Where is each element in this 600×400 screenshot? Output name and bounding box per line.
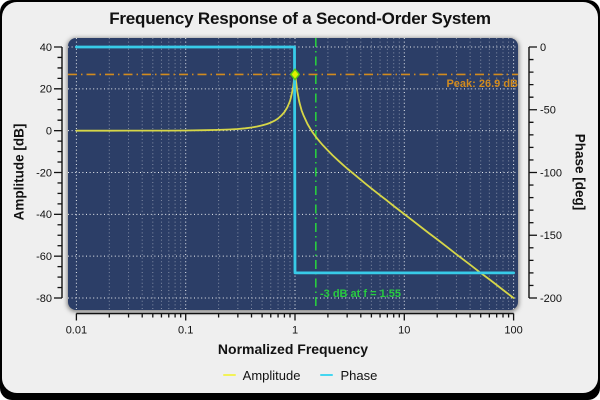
tick-label: -50 xyxy=(540,105,556,117)
series-curves xyxy=(75,45,515,299)
tick-label: -60 xyxy=(36,251,52,263)
grid-lines xyxy=(68,38,518,310)
phase-line-swatch xyxy=(320,373,334,377)
legend-label-phase: Phase xyxy=(340,367,378,383)
right-axis-title: Phase [deg] xyxy=(572,133,588,211)
legend: Amplitude Phase xyxy=(0,366,600,384)
left-axis-title: Amplitude [dB] xyxy=(11,123,27,221)
x-axis-title: Normalized Frequency xyxy=(217,341,369,357)
tick-label: -200 xyxy=(540,293,562,305)
legend-label-amplitude: Amplitude xyxy=(242,367,301,383)
peak-annotation: Peak: 26.9 dB xyxy=(446,78,518,90)
legend-item-phase: Phase xyxy=(320,368,377,383)
tick-label: -80 xyxy=(36,293,52,305)
tick-label: -40 xyxy=(36,209,52,221)
tick-label: -150 xyxy=(540,230,562,242)
cutoff-annotation: -3 dB at f = 1.55 xyxy=(320,288,402,300)
curve-phase xyxy=(75,45,515,275)
tick-label: 100 xyxy=(504,325,522,337)
tick-label: -20 xyxy=(36,167,52,179)
tick-label: -100 xyxy=(540,167,562,179)
tick-label: 0.1 xyxy=(178,325,193,337)
tick-label: 10 xyxy=(398,325,410,337)
tick-label: 20 xyxy=(40,84,52,96)
curve-amplitude xyxy=(75,73,515,299)
tick-label: 0.01 xyxy=(66,325,87,337)
chart-title: Frequency Response of a Second-Order Sys… xyxy=(109,9,491,28)
legend-item-amplitude: Amplitude xyxy=(222,367,301,383)
tick-label: 0 xyxy=(46,125,52,137)
tick-label: 40 xyxy=(40,42,52,54)
peak-marker xyxy=(289,68,301,81)
tick-label: 0 xyxy=(540,42,546,54)
amplitude-line-swatch xyxy=(222,373,236,377)
tick-label: 1 xyxy=(292,325,298,337)
axes: 40 20 0 -20 -40 -60 -80 0 -50 -100 -150 -200 0.01 0.1… xyxy=(36,42,562,337)
